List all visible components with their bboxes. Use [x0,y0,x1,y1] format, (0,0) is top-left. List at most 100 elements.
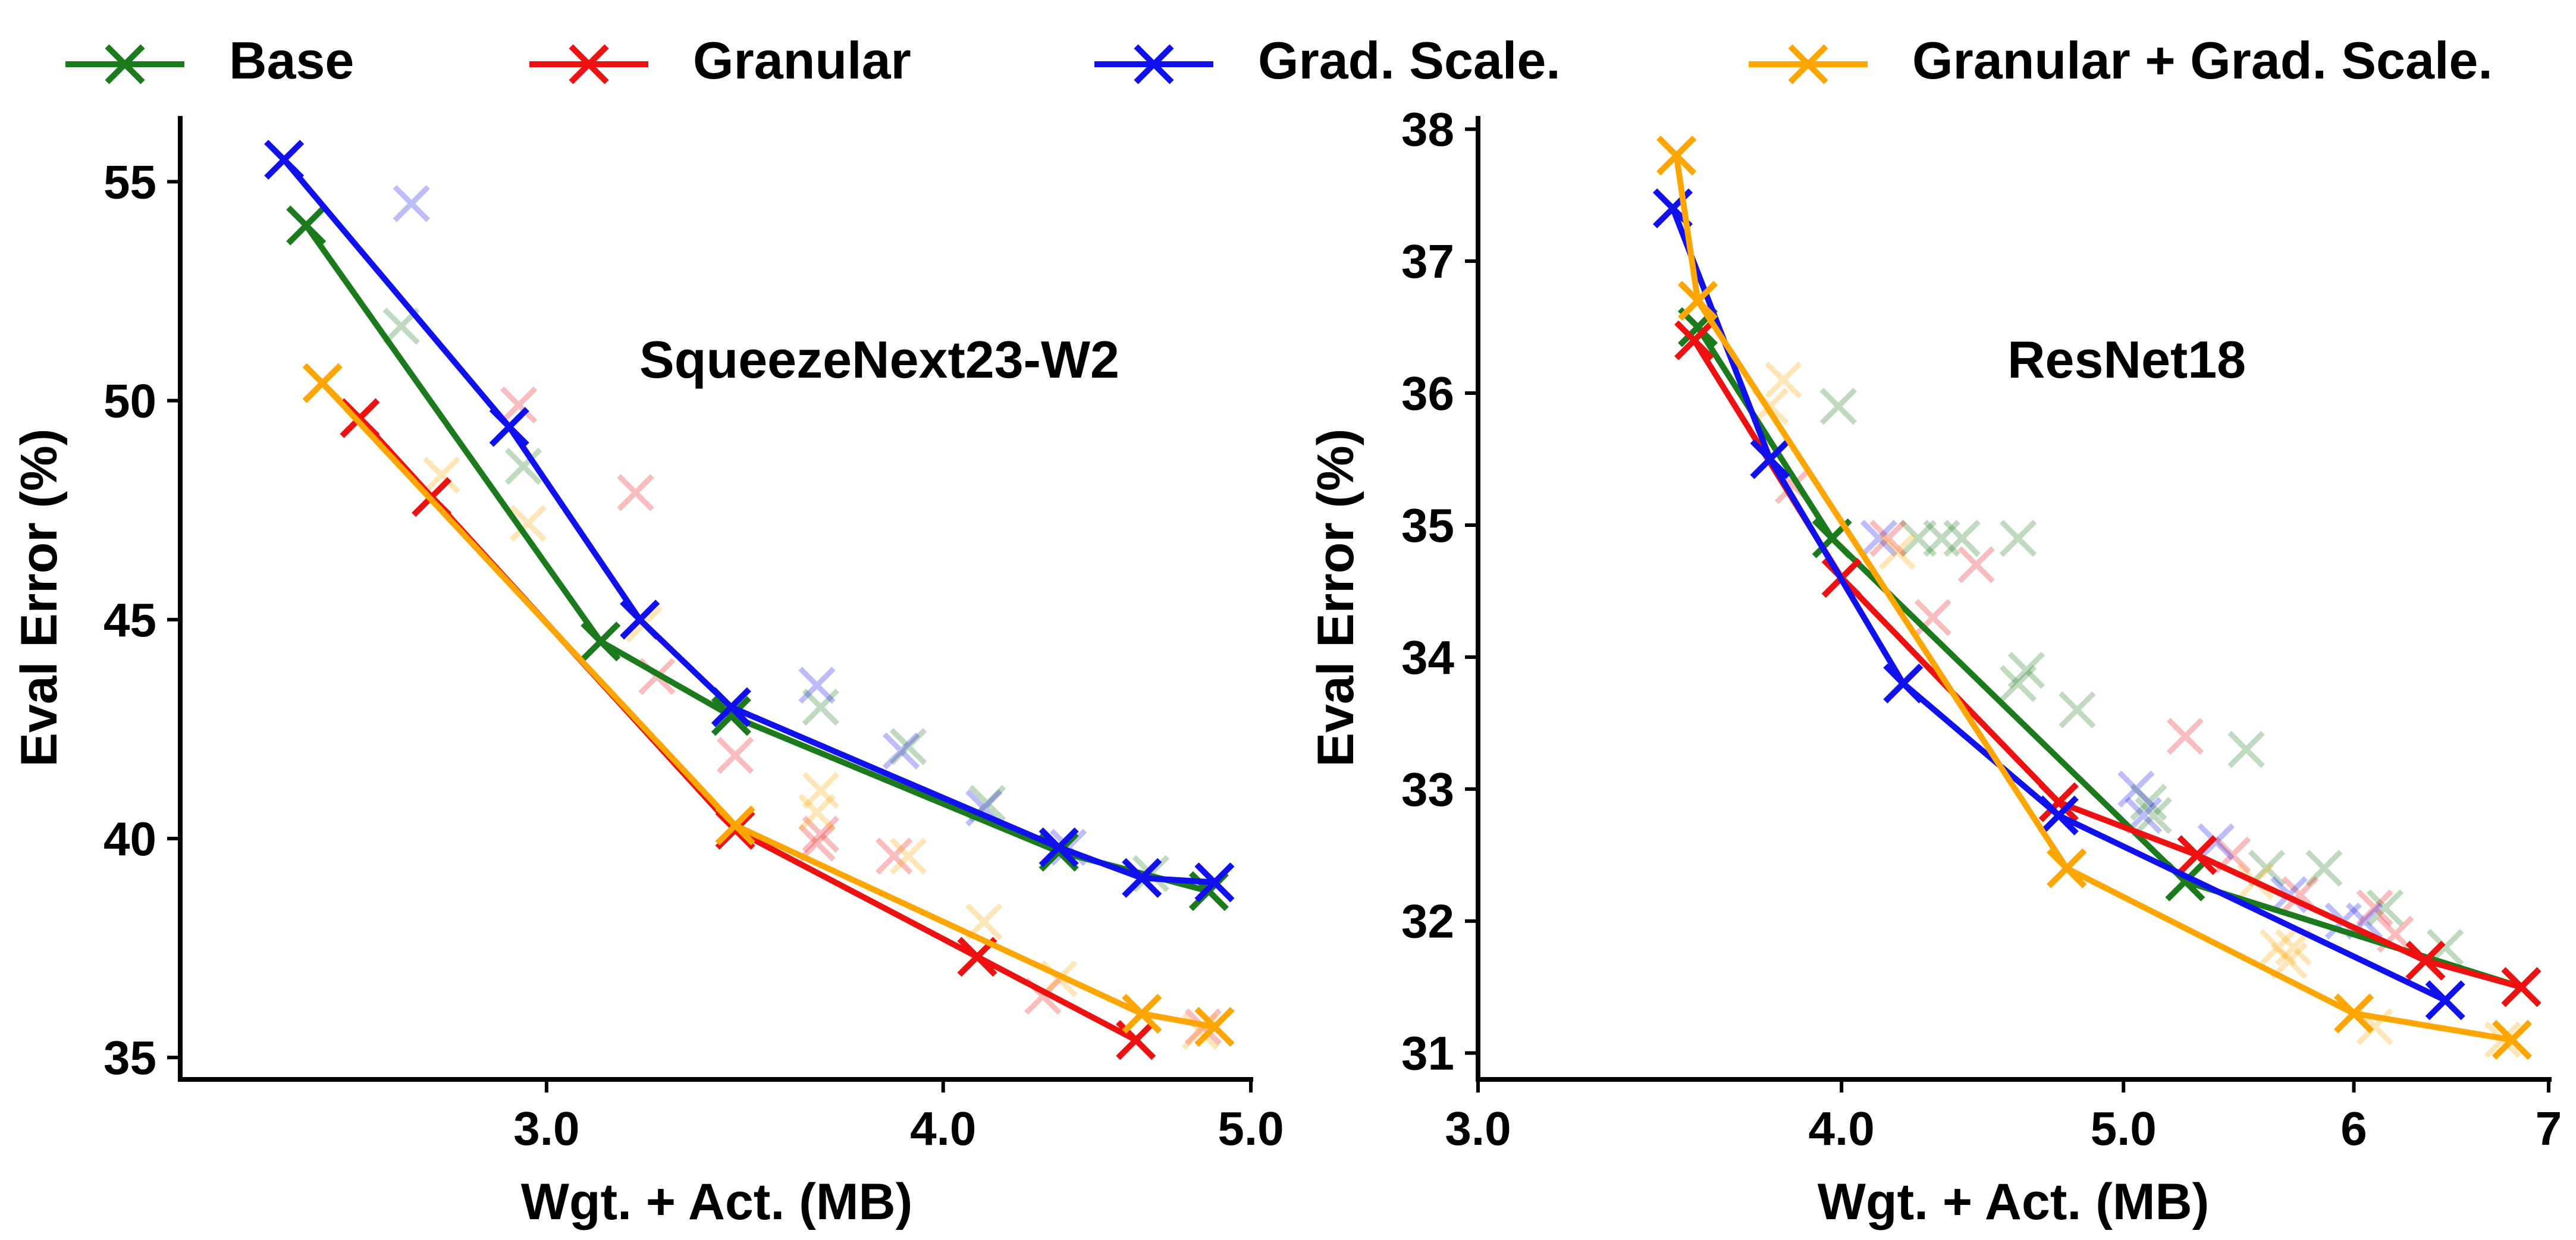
chart-title: ResNet18 [2007,330,2246,389]
legend-entry-grad-scale: Grad. Scale. [1094,31,1561,90]
point-faded-base [1923,519,1960,557]
legend-label-base: Base [229,31,354,90]
point-faded-grad-scale [798,667,836,704]
x-tick-label: 5.0 [1218,1102,1284,1155]
point-faded-base [2227,731,2265,768]
point-faded-base [1943,519,1981,557]
legend-label-granular-grad-scale: Granular + Grad. Scale. [1912,31,2493,90]
x-ticks: 3.0 4.0 5.0 6 7 [1445,1079,2562,1155]
point-faded-granular [1957,546,1995,583]
point-granular-grad-scale [1678,281,1718,321]
y-tick-label: 35 [1401,499,1454,552]
point-faded-base [2305,849,2343,887]
point-grad-scale [1883,663,1924,704]
point-faded-granular-grad-scale [423,456,460,494]
point-faded-grad-scale [393,185,430,222]
chart-resnet18: 3.0 4.0 5.0 6 7 31 32 33 34 35 36 37 38 ResNet18 Wg… [1307,103,2562,1230]
point-faded-granular [798,824,836,862]
y-tick-label: 38 [1401,103,1454,156]
point-grad-scale [1750,439,1790,479]
y-axis-label: Eval Error (%) [11,429,68,767]
point-faded-base [2130,783,2167,821]
point-granular [1674,320,1715,360]
plot-area [264,140,1235,1060]
point-grad-scale [2038,795,2079,836]
y-tick-label: 31 [1401,1027,1454,1080]
y-tick-label: 40 [103,812,156,865]
point-granular [2038,782,2079,823]
legend-entry-granular-grad-scale: Granular + Grad. Scale. [1749,31,2493,90]
y-tick-label: 45 [103,594,156,646]
point-faded-base [1899,519,1937,557]
point-base [286,205,327,246]
x-tick-label: 6 [2340,1102,2367,1155]
y-axis-label: Eval Error (%) [1307,429,1364,767]
point-grad-scale [489,407,529,447]
series-line-granular-grad-scale [320,381,1215,1030]
point-faded-base [1999,519,2037,557]
point-faded-granular [2356,889,2393,927]
y-tick-label: 35 [103,1031,156,1084]
point-faded-granular [1869,519,1907,557]
x-tick-label: 3.0 [513,1102,579,1155]
plot-area [1652,136,2542,1060]
legend-label-granular: Granular [693,31,911,90]
point-faded-granular-grad-scale [889,837,927,875]
point-faded-base [2007,651,2045,689]
series-line-grad-scale [281,158,1215,886]
point-faded-base [1999,665,2037,702]
point-granular [1116,1020,1156,1060]
point-faded-base [2135,796,2172,834]
point-grad-scale [1122,858,1162,898]
point-granular [2405,940,2446,981]
point-faded-granular [802,815,840,853]
legend-entry-base: Base [65,31,354,90]
y-tick-label: 37 [1401,235,1454,288]
point-faded-granular-grad-scale [798,793,836,831]
point-faded-grad-scale [2197,823,2235,861]
point-faded-granular-grad-scale [802,771,840,809]
legend-marker-granular-grad-scale [1788,44,1828,84]
point-faded-base [889,728,927,765]
point-faded-granular [875,837,913,875]
legend-marker-granular [569,44,609,84]
legend-marker-grad-scale [1134,44,1174,84]
point-faded-grad-scale [1860,519,1898,557]
x-tick-label: 4.0 [1809,1102,1875,1155]
point-faded-granular-grad-scale [1878,533,1916,570]
point-faded-grad-scale [2117,770,2155,808]
point-faded-granular [716,736,754,774]
x-tick-label: 5.0 [2091,1102,2157,1155]
point-faded-granular-grad-scale [2274,928,2313,966]
legend: Base Granular Grad. Scale. Granular + Gr… [65,31,2493,90]
legend-marker-base [105,44,145,84]
x-tick-label: 7 [2536,1102,2562,1155]
point-granular-grad-scale [1122,994,1162,1034]
point-faded-granular-grad-scale [2259,928,2297,966]
series-line-base [303,224,1210,894]
point-faded-granular-grad-scale [509,504,547,542]
series-line-grad-scale [1670,207,2447,1003]
point-faded-granular [1914,599,1951,636]
point-faded-base [2366,889,2404,927]
x-ticks: 3.0 4.0 5.0 [513,1079,1284,1155]
point-faded-base [2059,691,2096,729]
y-ticks: 31 32 33 34 35 36 37 38 [1401,103,1478,1080]
point-faded-granular [617,474,654,511]
point-faded-granular-grad-scale [1765,361,1802,399]
point-granular-grad-scale [2333,993,2374,1034]
point-faded-grad-scale [882,732,920,770]
point-grad-scale [1194,862,1235,903]
point-granular-grad-scale [1194,1007,1235,1047]
point-faded-granular [500,386,538,424]
point-granular-grad-scale [302,363,343,403]
y-tick-label: 33 [1401,763,1454,816]
x-tick-label: 4.0 [910,1102,976,1155]
point-granular [2177,835,2217,875]
point-granular [2501,967,2542,1007]
point-granular-grad-scale [715,805,755,846]
point-grad-scale [620,599,660,640]
point-grad-scale [264,140,305,180]
y-tick-label: 50 [103,375,156,428]
